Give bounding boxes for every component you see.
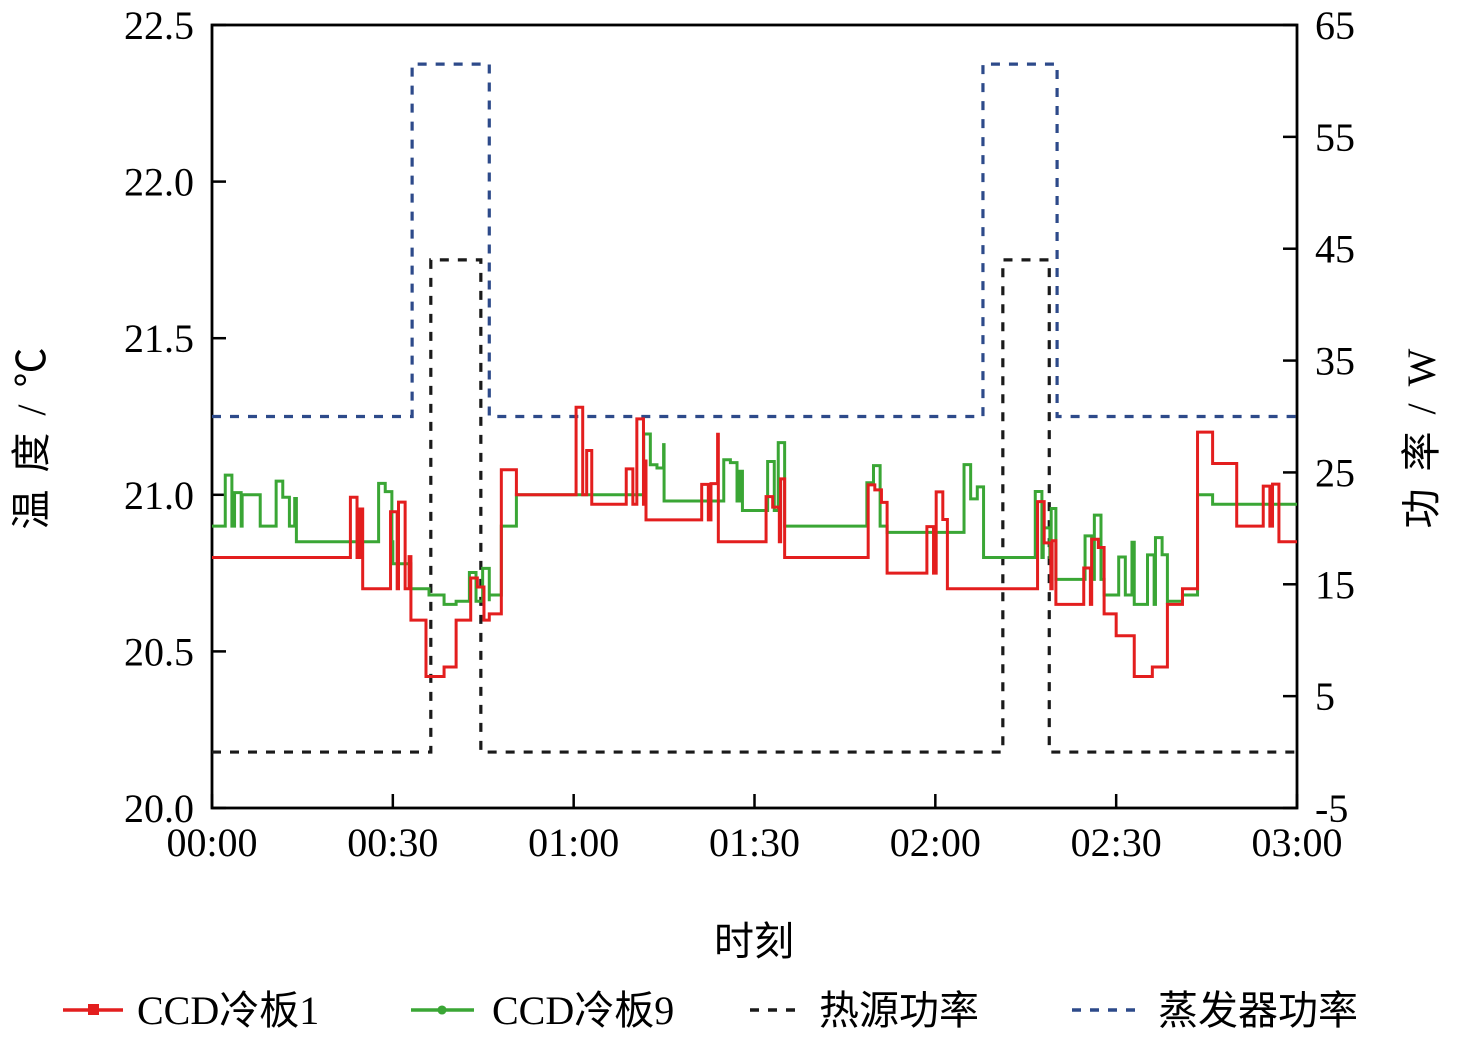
svg-text:5: 5	[1315, 674, 1335, 719]
svg-text:01:30: 01:30	[709, 820, 800, 865]
svg-text:时刻: 时刻	[714, 919, 794, 964]
svg-text:温度/℃: 温度/℃	[9, 330, 54, 529]
svg-text:01:00: 01:00	[528, 820, 619, 865]
svg-text:热源功率: 热源功率	[819, 988, 979, 1033]
svg-text:15: 15	[1315, 562, 1355, 607]
svg-text:02:00: 02:00	[890, 820, 981, 865]
svg-text:22.0: 22.0	[124, 160, 194, 205]
svg-text:35: 35	[1315, 339, 1355, 384]
svg-text:CCD冷板1: CCD冷板1	[137, 988, 319, 1033]
svg-text:蒸发器功率: 蒸发器功率	[1158, 988, 1358, 1033]
svg-text:65: 65	[1315, 3, 1355, 48]
svg-text:45: 45	[1315, 227, 1355, 272]
svg-text:CCD冷板9: CCD冷板9	[492, 988, 674, 1033]
svg-text:20.5: 20.5	[124, 629, 194, 674]
svg-text:21.0: 21.0	[124, 473, 194, 518]
svg-text:25: 25	[1315, 450, 1355, 495]
svg-text:02:30: 02:30	[1071, 820, 1162, 865]
svg-text:00:30: 00:30	[347, 820, 438, 865]
svg-text:22.5: 22.5	[124, 3, 194, 48]
svg-text:功率/W: 功率/W	[1399, 332, 1444, 529]
svg-text:21.5: 21.5	[124, 316, 194, 361]
svg-text:00:00: 00:00	[166, 820, 257, 865]
svg-text:03:00: 03:00	[1251, 820, 1342, 865]
svg-text:55: 55	[1315, 115, 1355, 160]
